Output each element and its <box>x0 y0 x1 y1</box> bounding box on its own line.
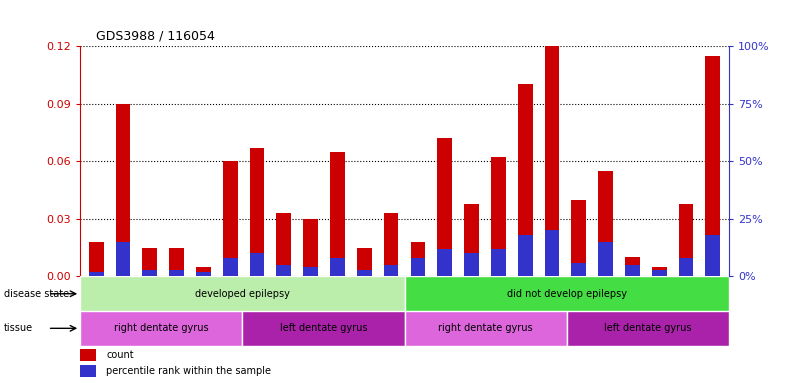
Bar <box>517 84 533 276</box>
Bar <box>304 219 318 276</box>
Bar <box>652 270 666 276</box>
Bar <box>250 148 264 276</box>
Bar <box>80 311 242 346</box>
Bar <box>625 265 640 276</box>
Bar <box>491 157 505 276</box>
Bar <box>598 171 613 276</box>
Bar <box>437 138 452 276</box>
Bar <box>517 235 533 276</box>
Bar <box>464 253 479 276</box>
Bar <box>405 276 729 311</box>
Text: count: count <box>106 350 134 360</box>
Bar <box>223 161 238 276</box>
Text: left dentate gyrus: left dentate gyrus <box>280 323 367 333</box>
Bar <box>357 248 372 276</box>
Text: percentile rank within the sample: percentile rank within the sample <box>106 366 271 376</box>
Bar <box>706 56 720 276</box>
Text: did not develop epilepsy: did not develop epilepsy <box>507 289 626 299</box>
Bar <box>706 235 720 276</box>
Bar <box>357 270 372 276</box>
Text: disease state: disease state <box>4 289 69 299</box>
Bar <box>678 204 694 276</box>
Bar <box>89 242 103 276</box>
Bar <box>411 258 425 276</box>
Bar <box>80 365 96 377</box>
Bar <box>652 267 666 276</box>
Bar <box>567 311 729 346</box>
Text: developed epilepsy: developed epilepsy <box>195 289 290 299</box>
Bar <box>223 258 238 276</box>
Bar <box>169 248 184 276</box>
Bar <box>571 263 586 276</box>
Bar <box>80 349 96 361</box>
Bar <box>571 200 586 276</box>
Bar <box>437 249 452 276</box>
Text: right dentate gyrus: right dentate gyrus <box>114 323 208 333</box>
Bar <box>276 213 292 276</box>
Bar <box>384 265 398 276</box>
Text: GDS3988 / 116054: GDS3988 / 116054 <box>96 29 215 42</box>
Bar <box>89 272 103 276</box>
Bar <box>242 311 405 346</box>
Text: tissue: tissue <box>4 323 33 333</box>
Bar <box>545 46 559 276</box>
Bar <box>330 152 345 276</box>
Bar <box>678 258 694 276</box>
Bar <box>464 204 479 276</box>
Bar <box>625 257 640 276</box>
Bar <box>169 270 184 276</box>
Bar <box>80 276 405 311</box>
Bar <box>491 249 505 276</box>
Bar <box>330 258 345 276</box>
Bar <box>545 230 559 276</box>
Bar <box>196 272 211 276</box>
Bar <box>143 270 157 276</box>
Text: left dentate gyrus: left dentate gyrus <box>604 323 691 333</box>
Bar <box>304 267 318 276</box>
Bar <box>384 213 398 276</box>
Bar <box>196 267 211 276</box>
Bar <box>143 248 157 276</box>
Bar <box>598 242 613 276</box>
Bar <box>250 253 264 276</box>
Bar <box>411 242 425 276</box>
Text: right dentate gyrus: right dentate gyrus <box>438 323 533 333</box>
Bar <box>115 242 131 276</box>
Bar <box>405 311 567 346</box>
Bar <box>276 265 292 276</box>
Bar <box>115 104 131 276</box>
